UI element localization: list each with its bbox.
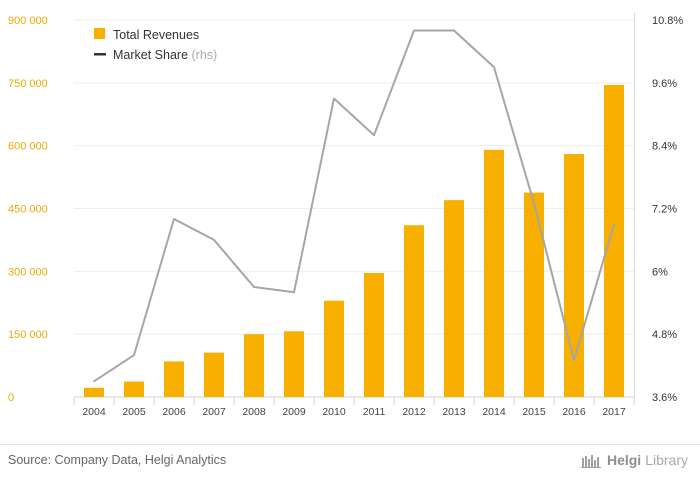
bar-2010 (324, 300, 344, 397)
market-share-point-2015 (533, 202, 535, 205)
bar-2017 (604, 84, 624, 397)
x-tick-label: 2008 (242, 406, 266, 418)
x-tick-label: 2014 (482, 406, 506, 418)
right-tick-label: 9.6% (652, 78, 677, 90)
left-tick-label: 900 000 (8, 15, 48, 27)
bars-total-revenues (84, 84, 624, 397)
market-share-point-2010 (333, 97, 335, 100)
footer: Source: Company Data, Helgi Analytics He… (0, 444, 700, 484)
bar-2005 (124, 381, 144, 397)
bar-2008 (244, 334, 264, 397)
market-share-point-2008 (253, 286, 255, 288)
market-share-point-2013 (453, 29, 455, 32)
x-tick-label: 2017 (602, 406, 626, 418)
legend-label-market-share: Market Share (rhs) (113, 48, 217, 62)
left-axis-ticks: 0 150 000 300 000 450 000 600 000 750 000 900 … (8, 15, 48, 404)
right-tick-label: 4.8% (652, 329, 677, 341)
legend: Total Revenues Market Share (rhs) (94, 28, 217, 62)
x-tick-label: 2006 (162, 406, 186, 418)
bar-2015 (524, 192, 544, 397)
x-tick-label: 2005 (122, 406, 146, 418)
bar-2013 (444, 200, 464, 397)
market-share-point-2006 (173, 218, 175, 220)
bar-2007 (204, 352, 224, 397)
x-tick-label: 2004 (82, 406, 106, 418)
bar-2004 (84, 387, 104, 397)
left-tick-label: 150 000 (8, 329, 48, 341)
market-share-point-2016 (573, 359, 575, 362)
market-share-point-2007 (213, 239, 215, 241)
market-share-point-2014 (493, 66, 495, 68)
brand-name-part1: Helgi (606, 452, 642, 468)
line-market-share (93, 29, 615, 383)
left-tick-label: 750 000 (8, 78, 48, 90)
market-share-point-2011 (373, 134, 375, 136)
right-tick-label: 8.4% (652, 141, 677, 153)
x-tick-label: 2016 (562, 406, 586, 418)
right-axis-ticks: 3.6% 4.8% 6% 7.2% 8.4% 9.6% 10.8% (652, 15, 683, 404)
legend-swatch-total-revenues (94, 28, 105, 39)
left-tick-label: 450 000 (8, 204, 48, 216)
legend-swatch-market-share (94, 53, 106, 56)
x-tick-label: 2009 (282, 406, 306, 418)
market-share-point-2012 (413, 29, 415, 32)
chart: 0 150 000 300 000 450 000 600 000 750 000 900 … (8, 12, 683, 418)
bar-2012 (404, 225, 424, 397)
market-share-line (93, 29, 615, 383)
bar-2014 (484, 149, 504, 397)
x-axis-ticks: 2004 2005 2006 2007 2008 2009 2010 2011 2012 2013… (82, 406, 626, 418)
x-tick-label: 2011 (363, 406, 386, 418)
brand-logo: Helgi Library (580, 452, 688, 468)
grid-lines (73, 12, 635, 405)
bar-2016 (564, 154, 584, 397)
bar-2011 (364, 273, 384, 397)
legend-label-market-share-name: Market Share (113, 48, 188, 62)
legend-label-total-revenues: Total Revenues (113, 28, 199, 42)
library-icon (580, 455, 601, 468)
right-tick-label: 3.6% (652, 392, 677, 404)
brand-name-part2: Library (645, 452, 688, 468)
x-tick-label: 2007 (202, 406, 226, 418)
bar-2009 (284, 331, 304, 397)
market-share-point-2005 (133, 354, 135, 356)
left-tick-label: 300 000 (8, 266, 48, 278)
bar-2006 (164, 361, 184, 397)
market-share-point-2017 (613, 223, 615, 226)
market-share-point-2004 (93, 380, 95, 383)
source-note: Source: Company Data, Helgi Analytics (8, 453, 227, 467)
right-tick-label: 6% (652, 266, 668, 278)
left-tick-label: 600 000 (8, 141, 48, 153)
x-tick-label: 2012 (402, 406, 426, 418)
left-tick-label: 0 (8, 392, 14, 404)
right-tick-label: 7.2% (652, 204, 677, 216)
x-tick-label: 2015 (522, 406, 546, 418)
x-tick-label: 2010 (322, 406, 346, 418)
legend-label-market-share-suffix: (rhs) (192, 48, 218, 62)
x-tick-label: 2013 (442, 406, 466, 418)
right-tick-label: 10.8% (652, 15, 683, 27)
market-share-point-2009 (293, 291, 295, 294)
